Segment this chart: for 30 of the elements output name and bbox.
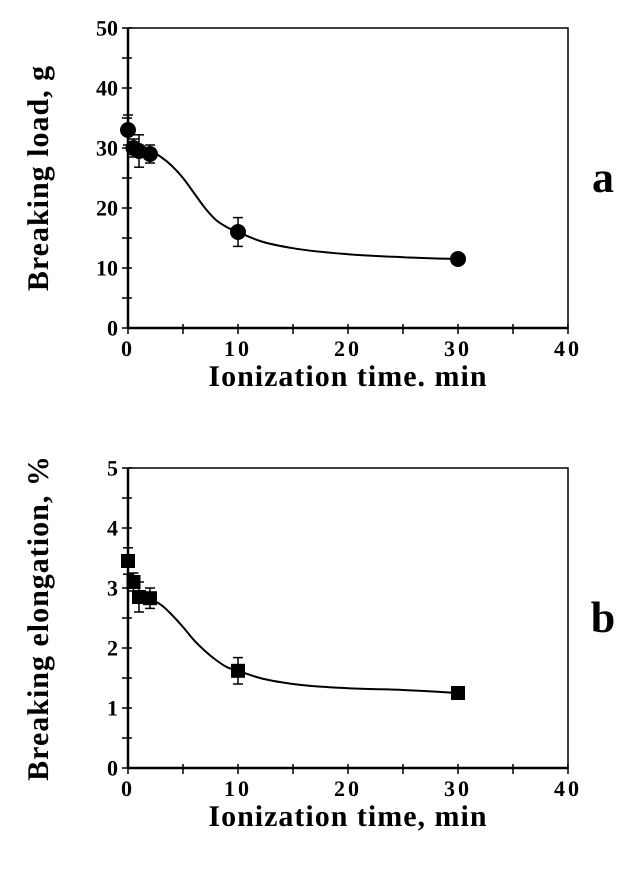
y-tick-label: 50 [96, 16, 118, 41]
x-tick-label: 20 [334, 336, 362, 361]
point [121, 554, 135, 568]
y-tick-label: 20 [96, 196, 118, 221]
y-tick-label: 0 [107, 756, 118, 781]
x-tick-label: 30 [444, 776, 472, 801]
y-axis-title: Breaking load, g [22, 64, 55, 292]
x-tick-label: 10 [224, 776, 252, 801]
y-tick-label: 10 [96, 256, 118, 281]
x-tick-label: 20 [334, 776, 362, 801]
text: a [592, 153, 614, 202]
y-tick-label: 40 [96, 76, 118, 101]
y-axis-title: Breaking elongation, % [22, 455, 55, 781]
x-tick-label: 10 [224, 336, 252, 361]
y-tick-label: 0 [107, 316, 118, 341]
y-tick-label: 4 [107, 516, 118, 541]
y-tick-label: 30 [96, 136, 118, 161]
x-tick-label: 40 [554, 336, 582, 361]
point [451, 686, 465, 700]
text: b [590, 593, 616, 642]
y-tick-label: 3 [107, 576, 118, 601]
x-axis-title: Ionization time, min [208, 800, 488, 833]
x-tick-label: 30 [444, 336, 472, 361]
point [120, 122, 136, 138]
y-tick-label: 5 [107, 456, 118, 481]
y-tick-label: 2 [107, 636, 118, 661]
y-tick-label: 1 [107, 696, 118, 721]
x-axis-title: Ionization time. min [208, 360, 488, 393]
point [450, 251, 466, 267]
x-tick-label: 40 [554, 776, 582, 801]
